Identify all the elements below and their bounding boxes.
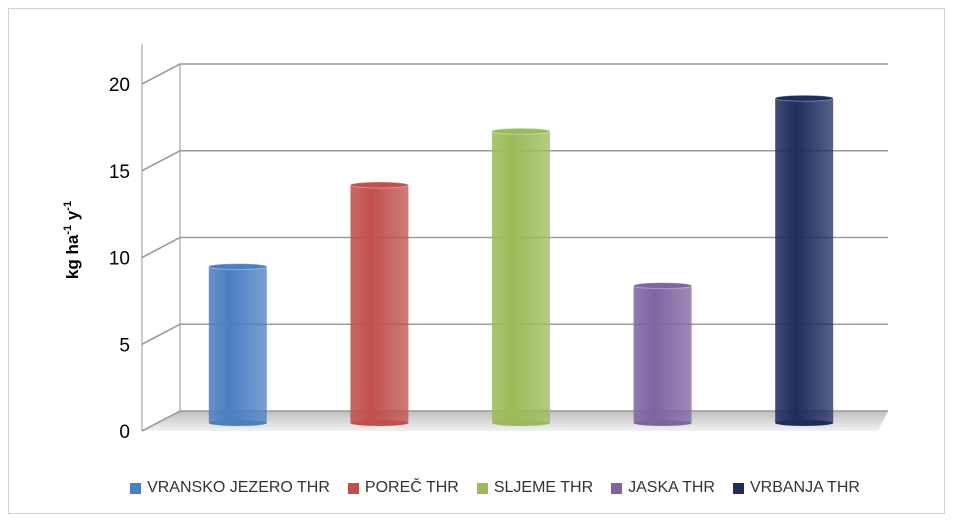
legend-swatch [476,482,488,494]
y-tick-label: 5 [119,335,130,356]
legend-item: VRBANJA THR [732,479,860,497]
bar-top [633,282,693,290]
bar-base [492,420,550,426]
legend-item: VRANSKO JEZERO THR [130,479,330,497]
bar-base [775,420,834,426]
bar-body [492,131,550,423]
bar-body [350,185,409,423]
bar [349,181,409,426]
legend-item: JASKA THR [611,479,715,497]
bar-body [633,285,692,423]
bars [208,94,834,426]
legend-swatch [347,482,359,494]
bar [774,94,834,426]
bar-top [774,94,834,102]
y-axis-title-sup2: -1 [62,201,74,211]
bar-base [208,420,267,426]
gridline [141,236,888,259]
bar [208,263,268,426]
y-tick-label: 20 [109,75,130,96]
legend-item: SLJEME THR [476,479,594,497]
bar-base [633,420,692,426]
y-tick-label: 0 [119,422,130,443]
bar-top [491,127,551,135]
legend-swatch [732,482,744,494]
bar-top [208,263,268,271]
y-axis-title: kg ha-1 y-1 [62,201,82,279]
legend-swatch [130,482,142,494]
gridline [141,149,888,172]
y-axis-title-mid: y [63,210,82,225]
bar-body [208,266,267,423]
gridline [141,63,888,85]
y-tick-label: 15 [109,162,130,183]
legend-label: JASKA THR [628,479,715,496]
legend: VRANSKO JEZERO THR POREČ THR SLJEME THR JAS… [60,468,930,508]
bar [633,282,693,426]
y-tick-label: 10 [109,249,130,270]
legend-label: SLJEME THR [493,479,594,496]
bar-top [349,181,409,189]
bar [491,127,551,426]
bar-body [775,98,834,423]
legend-label: POREČ THR [364,479,459,496]
y-axis-title-main: kg ha [63,234,82,279]
y-tick-labels: 0 5 10 15 20 [109,75,130,443]
bar-base [350,420,409,426]
legend-label: VRBANJA THR [749,479,860,496]
y-axis-title-sup1: -1 [62,225,74,235]
legend-swatch [611,482,623,494]
legend-item: POREČ THR [347,479,459,497]
legend-label: VRANSKO JEZERO THR [147,479,330,496]
